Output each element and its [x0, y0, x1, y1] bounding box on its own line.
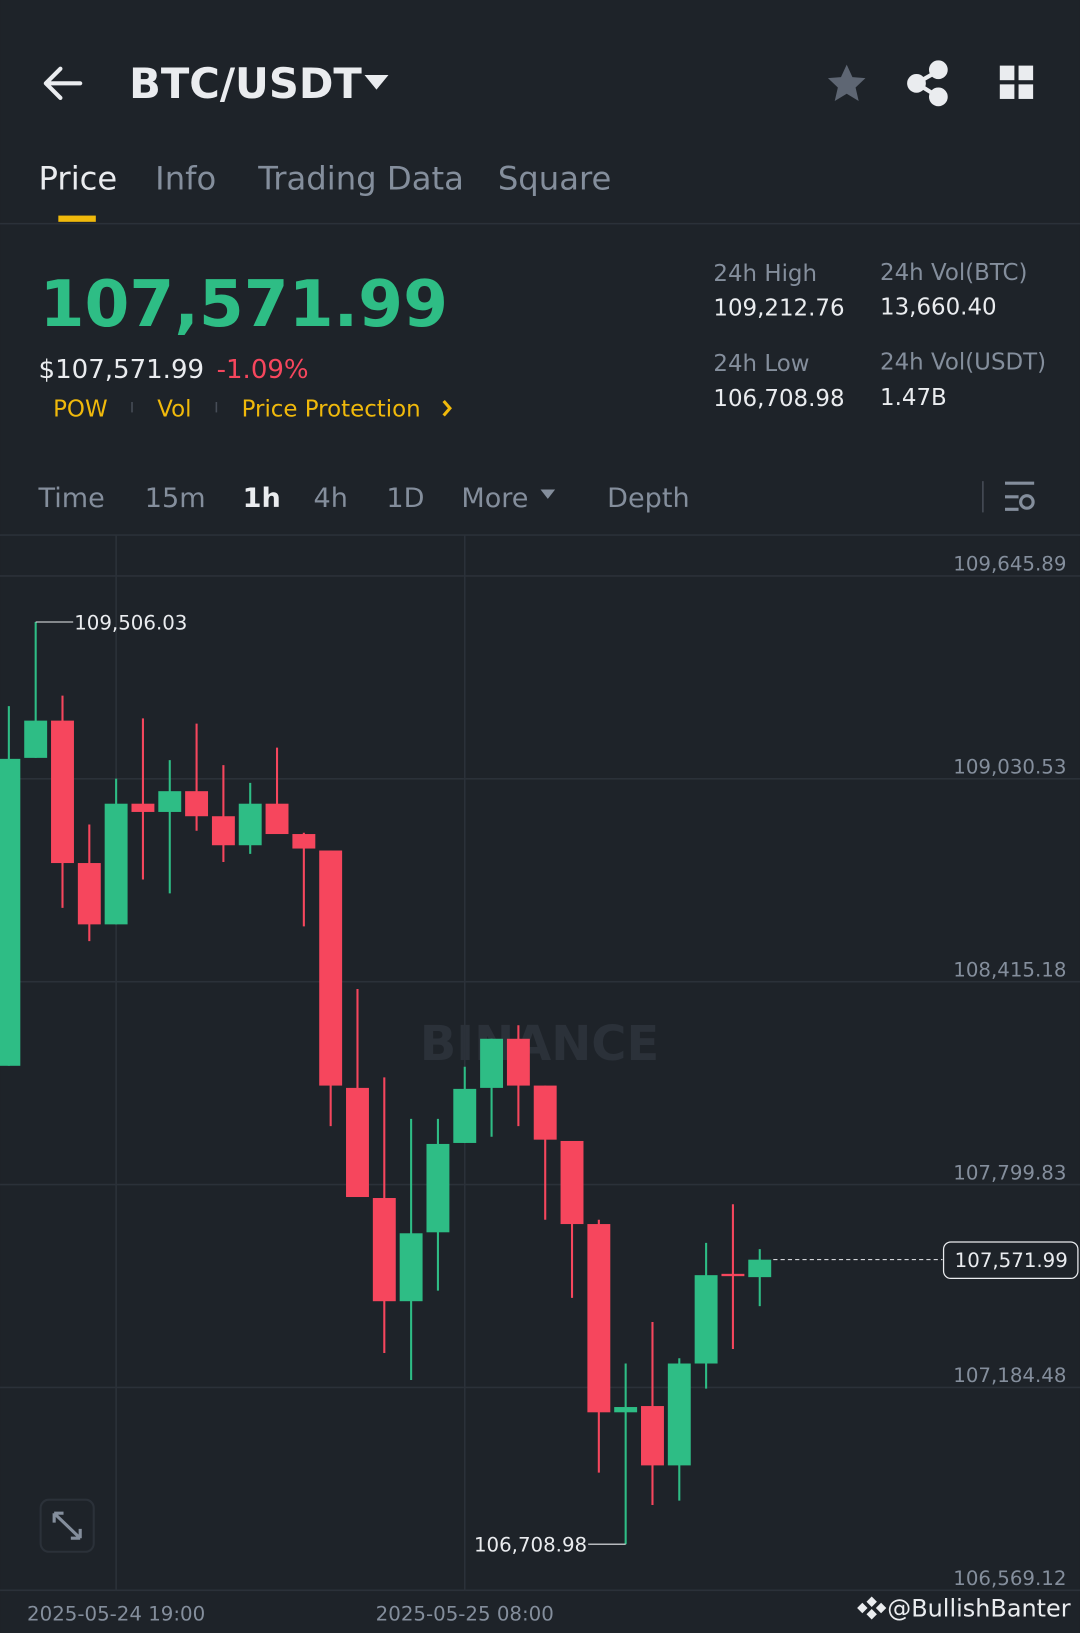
candle-body [748, 1259, 772, 1278]
divider [0, 222, 1080, 225]
usd-price: $107,571.99 [39, 355, 205, 385]
candle-body [77, 863, 101, 925]
interval[interactable]: Depth [607, 483, 689, 514]
interval[interactable]: Time [38, 483, 105, 514]
stat-value: 1.47B [880, 385, 947, 411]
tab-indicator [58, 215, 96, 222]
candle-body [372, 1198, 396, 1302]
more-dropdown[interactable] [540, 489, 556, 499]
candle-body [0, 758, 21, 1066]
interval[interactable]: 1h [243, 483, 281, 514]
candle-body [587, 1224, 611, 1413]
candle-body [292, 834, 316, 849]
candle-body [641, 1406, 664, 1466]
stat-label: 24h Low [713, 351, 809, 377]
candlestick-chart: 106,569.12 107,184.48 107,799.83 108,415.18… [0, 535, 1080, 1626]
candle-body [185, 791, 209, 817]
credit-logo [857, 1596, 887, 1620]
menu-icon[interactable] [999, 65, 1034, 99]
tag-separator [131, 402, 133, 413]
candle-body [265, 803, 289, 835]
y-tick-label: 108,415.18 [953, 958, 1066, 981]
candle-body [319, 850, 343, 1086]
candle-body [51, 720, 74, 864]
pair-dropdown[interactable] [364, 74, 389, 90]
favorite-icon[interactable] [827, 64, 866, 102]
chevron[interactable] [442, 399, 452, 417]
x-tick-label: 2025-05-24 19:00 [27, 1603, 205, 1626]
candle-body [426, 1143, 450, 1233]
candle-body [667, 1363, 691, 1466]
candle-body [453, 1088, 477, 1143]
max-annotation: 109,506.03 [74, 611, 187, 634]
interval[interactable]: 15m [145, 483, 206, 514]
divider [982, 481, 984, 513]
stat-label: 24h Vol(BTC) [880, 260, 1027, 286]
last-price-box [942, 1241, 1079, 1280]
candle-body [211, 816, 235, 846]
credit: @BullishBanter [887, 1594, 1071, 1622]
interval[interactable]: 4h [313, 483, 347, 514]
candle-body [399, 1233, 423, 1302]
stat-value: 109,212.76 [713, 296, 844, 322]
x-tick-label: 2025-05-25 08:00 [376, 1603, 554, 1626]
candle-body [480, 1038, 504, 1088]
candle-body [24, 720, 48, 758]
candle-body [506, 1038, 530, 1086]
price-change: -1.09% [217, 355, 309, 385]
candle-body [104, 803, 128, 925]
candle-body [560, 1140, 584, 1225]
candle-body [131, 803, 155, 812]
candle-body [158, 791, 182, 812]
candle-body [614, 1407, 638, 1413]
tab[interactable]: Trading Data [257, 160, 464, 198]
tab[interactable]: Price [39, 160, 118, 198]
candle-body [238, 803, 262, 846]
tag-separator [215, 402, 218, 413]
candle-body [721, 1273, 745, 1277]
watermark: BINANCE [420, 1017, 659, 1072]
back-button[interactable] [43, 66, 83, 100]
y-tick-label: 109,030.53 [953, 756, 1066, 779]
min-annotation: 106,708.98 [474, 1533, 587, 1556]
candle-body [694, 1275, 718, 1364]
last-price-label: 107,571.99 [955, 1249, 1068, 1272]
last-price: 107,571.99 [40, 267, 448, 342]
chart-settings-icon[interactable] [1005, 481, 1035, 511]
y-tick-label: 107,799.83 [953, 1161, 1066, 1184]
candle-body [533, 1085, 557, 1140]
stat-value: 13,660.40 [880, 295, 997, 321]
tag[interactable]: Price Protection [242, 397, 421, 423]
expand-button[interactable] [39, 1498, 95, 1553]
tag[interactable]: Vol [157, 397, 191, 423]
tag[interactable]: POW [53, 397, 108, 423]
stat-label: 24h Vol(USDT) [880, 350, 1046, 376]
tab[interactable]: Square [498, 160, 612, 198]
y-tick-label: 107,184.48 [953, 1364, 1066, 1387]
divider [0, 534, 1080, 536]
interval[interactable]: 1D [386, 483, 424, 514]
y-tick-label: 109,645.89 [953, 553, 1066, 576]
y-tick-label: 106,569.12 [953, 1567, 1066, 1590]
stat-value: 106,708.98 [713, 386, 844, 412]
candle-body [346, 1087, 369, 1198]
tab[interactable]: Info [155, 160, 216, 198]
pair-title[interactable]: BTC/USDT [129, 59, 362, 108]
stat-label: 24h High [713, 261, 817, 287]
interval[interactable]: More [461, 483, 528, 514]
share-icon[interactable] [907, 60, 948, 107]
